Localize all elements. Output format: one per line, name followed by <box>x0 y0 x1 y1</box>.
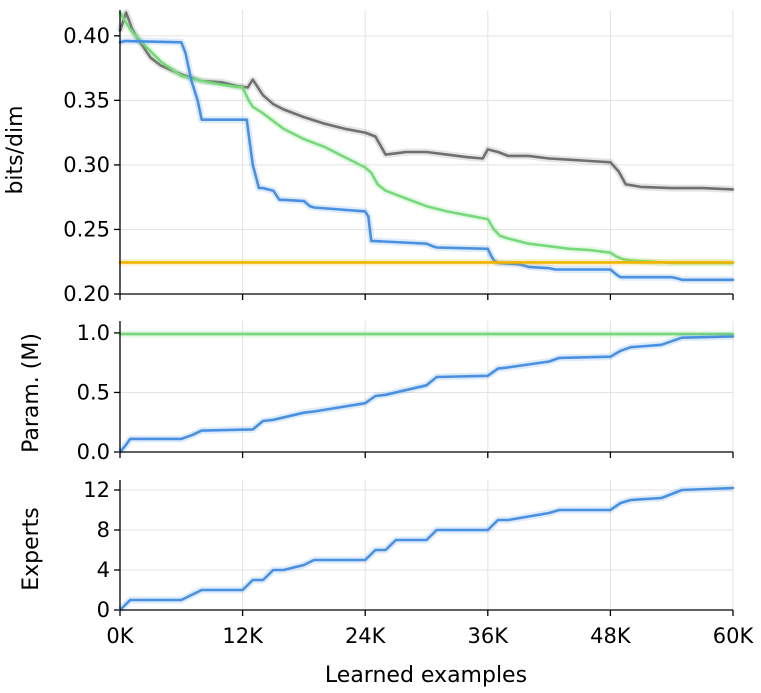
panel-parameters: 0.0 0.5 1.0 <box>77 321 735 464</box>
x-tick-label: 48K <box>590 624 632 648</box>
x-tick-label: 0K <box>106 624 134 648</box>
series-line <box>118 335 735 454</box>
y-tick-label: 1.0 <box>77 321 110 345</box>
series-line <box>118 486 735 612</box>
y-tick-label: 8 <box>97 518 110 542</box>
y-tick-label: 0.30 <box>63 153 110 177</box>
x-axis-label: Learned examples <box>325 663 527 688</box>
y-tick-label: 0 <box>97 598 110 622</box>
series-line <box>118 39 735 282</box>
x-tick-label: 36K <box>468 624 510 648</box>
y-tick-label: 0.25 <box>63 217 110 241</box>
y-tick-label: 0.35 <box>63 88 110 112</box>
y-tick-label: 0.0 <box>77 440 110 464</box>
x-tick-label: 24K <box>345 624 387 648</box>
y-axis-label-experts: Experts <box>19 507 44 591</box>
y-tick-label: 0.20 <box>63 282 110 306</box>
x-tick-label: 60K <box>713 624 755 648</box>
series-band <box>117 333 734 455</box>
series-line <box>118 11 735 191</box>
y-tick-label: 4 <box>97 558 110 582</box>
series-band <box>117 484 734 613</box>
series-line <box>118 11 735 265</box>
y-tick-label: 0.5 <box>77 380 110 404</box>
y-tick-label: 0.40 <box>63 24 110 48</box>
series-band <box>117 10 733 267</box>
panel-bits-per-dim: 0.20 0.25 0.30 0.35 0.40 <box>63 9 735 306</box>
y-axis-label-parameters: Param. (M) <box>19 333 44 453</box>
x-tick-label: 12K <box>222 624 264 648</box>
y-tick-label: 12 <box>83 478 110 502</box>
series-band <box>116 9 734 193</box>
y-axis-label-bits-per-dim: bits/dim <box>3 105 28 194</box>
panel-experts: 0 4 8 12 0K 12K 24K 36K 48K 60K <box>83 478 754 648</box>
